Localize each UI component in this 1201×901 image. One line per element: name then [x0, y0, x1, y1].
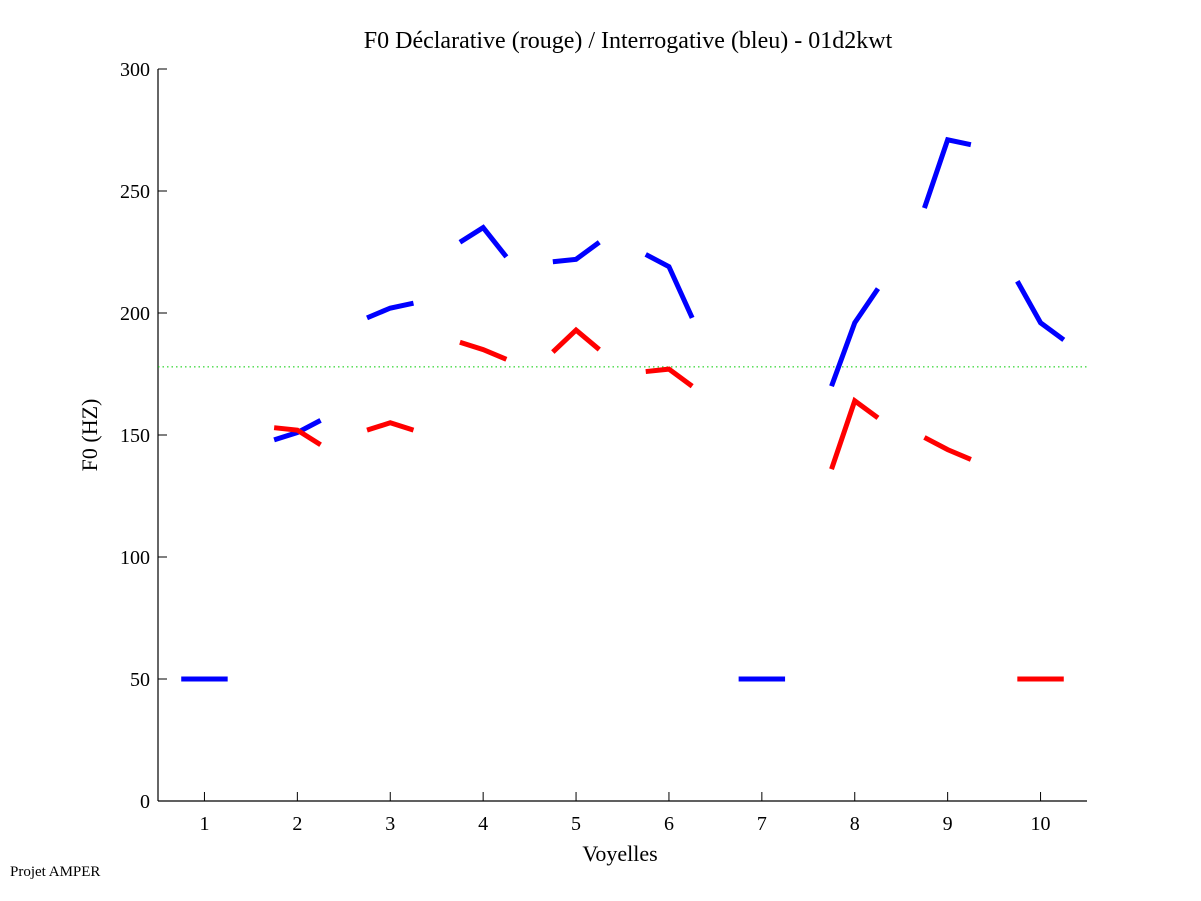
y-tick-label: 300: [120, 59, 150, 81]
interrogative-f0-segment-vowel-4: [458, 224, 509, 259]
declarative-f0-segment-vowel-3: [366, 420, 415, 433]
y-tick-label: 150: [120, 425, 150, 447]
y-tick-label: 100: [120, 547, 150, 569]
interrogative-f0-segment-vowel-8: [829, 287, 881, 388]
declarative-f0-segment-vowel-9: [923, 435, 972, 462]
x-tick-label: 1: [199, 813, 209, 835]
y-tick-label: 0: [140, 791, 150, 813]
chart-title: F0 Déclarative (rouge) / Interrogative (…: [364, 28, 893, 54]
y-tick-label: 250: [120, 181, 150, 203]
declarative-f0-segment-vowel-8: [829, 396, 880, 470]
interrogative-f0-segment-vowel-9: [922, 136, 972, 209]
y-tick-label: 200: [120, 303, 150, 325]
plot-area: 0 50 100 150 200 250 300 1 2 3 4 5 6 7 8 9 10: [120, 59, 1087, 835]
declarative-f0-segment-vowel-4: [459, 339, 508, 362]
interrogative-f0-segment-vowel-6: [644, 252, 695, 319]
interrogative-f0-segment-vowel-3: [366, 300, 414, 321]
x-tick-label: 2: [292, 813, 302, 835]
declarative-f0-segment-vowel-2: [273, 425, 322, 447]
declarative-f0-segment-vowel-6: [645, 366, 694, 389]
footer-credit: Projet AMPER: [10, 864, 101, 880]
x-tick-label: 6: [664, 813, 674, 835]
interrogative-f0-segment-vowel-10: [1015, 280, 1066, 342]
declarative-f0-segment-vowel-5: [551, 326, 601, 354]
x-axis-label: Voyelles: [582, 841, 657, 866]
x-tick-label: 10: [1031, 813, 1051, 835]
y-tick-label: 50: [130, 669, 150, 691]
x-tick-label: 5: [571, 813, 581, 835]
y-axis-label: F0 (HZ): [77, 399, 102, 472]
x-tick-label: 9: [943, 813, 953, 835]
x-tick-label: 8: [850, 813, 860, 835]
x-tick-label: 7: [757, 813, 767, 835]
interrogative-f0-segment-vowel-5: [552, 240, 601, 265]
x-tick-label: 4: [478, 813, 488, 835]
x-tick-label: 3: [385, 813, 395, 835]
